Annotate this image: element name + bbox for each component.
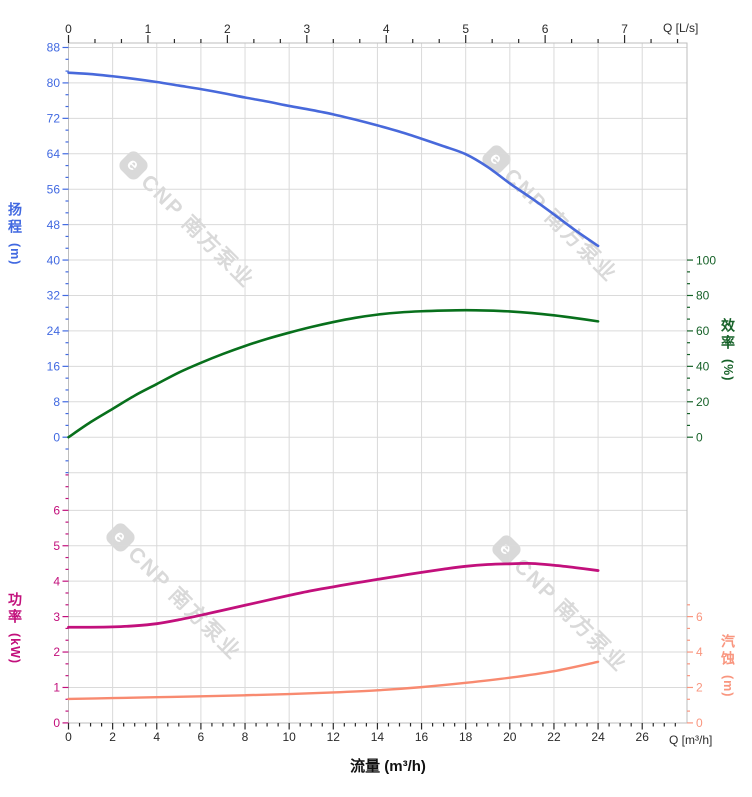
npsh-axis-title: 汽蚀 (m) (718, 634, 738, 697)
svg-text:32: 32 (47, 289, 61, 303)
npsh-axis-ticks (687, 604, 693, 724)
power-axis-unit: (kW) (8, 633, 22, 665)
svg-text:3: 3 (53, 610, 60, 624)
svg-text:56: 56 (47, 182, 61, 196)
head-axis-title-text: 扬程 (7, 202, 23, 236)
svg-text:14: 14 (371, 730, 385, 744)
svg-text:12: 12 (327, 730, 341, 744)
svg-text:0: 0 (65, 730, 72, 744)
top-axis-tick-labels: 0 1 2 3 4 5 6 7 (65, 22, 628, 36)
svg-text:2: 2 (53, 645, 60, 659)
svg-text:24: 24 (591, 730, 605, 744)
svg-text:48: 48 (47, 218, 61, 232)
svg-text:4: 4 (383, 22, 390, 36)
svg-text:2: 2 (224, 22, 231, 36)
svg-text:20: 20 (503, 730, 517, 744)
svg-text:80: 80 (696, 289, 710, 303)
head-axis-ticks (62, 46, 69, 474)
svg-text:4: 4 (153, 730, 160, 744)
svg-text:1: 1 (145, 22, 152, 36)
svg-text:40: 40 (47, 253, 61, 267)
bottom-axis-unit-label: Q [m³/h] (669, 733, 713, 747)
series-lower-left (67, 561, 600, 629)
svg-text:6: 6 (696, 610, 703, 624)
svg-text:24: 24 (47, 324, 61, 338)
npsh-axis-tick-labels: 0 2 4 6 (696, 610, 703, 730)
power-axis-ticks (62, 474, 69, 724)
svg-text:2: 2 (109, 730, 116, 744)
npsh-axis-title-text: 汽蚀 (720, 634, 736, 668)
power-axis-title: 功率 (kW) (5, 592, 25, 664)
svg-text:16: 16 (415, 730, 429, 744)
gridlines (68, 43, 687, 723)
svg-text:0: 0 (53, 430, 60, 444)
series-upper-right (67, 308, 600, 439)
svg-text:88: 88 (47, 41, 61, 55)
svg-text:6: 6 (542, 22, 549, 36)
svg-text:0: 0 (696, 430, 703, 444)
svg-text:16: 16 (47, 360, 61, 374)
svg-text:22: 22 (547, 730, 561, 744)
svg-text:80: 80 (47, 76, 61, 90)
efficiency-axis-title-text: 效率 (720, 318, 736, 352)
head-axis-tick-labels: 0 8 16 24 32 40 48 56 64 72 80 88 (47, 41, 61, 445)
head-axis-unit: (m) (8, 243, 22, 266)
efficiency-axis-title: 效率 (%) (718, 318, 738, 381)
svg-text:100: 100 (696, 253, 716, 267)
svg-text:10: 10 (282, 730, 296, 744)
top-axis-unit-label: Q [L/s] (663, 21, 699, 35)
svg-text:40: 40 (696, 360, 710, 374)
efficiency-axis-ticks (687, 259, 693, 438)
x-axis-title: 流量 (m³/h) (350, 758, 426, 775)
svg-text:1: 1 (53, 681, 60, 695)
svg-text:0: 0 (53, 716, 60, 730)
top-axis-ticks (67, 35, 679, 43)
svg-text:2: 2 (696, 681, 703, 695)
efficiency-axis-unit: (%) (721, 359, 735, 382)
svg-text:4: 4 (696, 645, 703, 659)
svg-text:60: 60 (696, 324, 710, 338)
svg-text:26: 26 (636, 730, 650, 744)
svg-text:8: 8 (242, 730, 249, 744)
svg-text:18: 18 (459, 730, 473, 744)
series-upper-left (67, 71, 600, 248)
power-axis-tick-labels: 0 1 2 3 4 5 6 (53, 504, 60, 731)
head-axis-title: 扬程 (m) (5, 202, 25, 265)
svg-text:8: 8 (53, 395, 60, 409)
svg-text:3: 3 (303, 22, 310, 36)
svg-text:5: 5 (462, 22, 469, 36)
svg-text:20: 20 (696, 395, 710, 409)
efficiency-axis-tick-labels: 0 20 40 60 80 100 (696, 253, 716, 444)
series-lower-right (67, 660, 600, 701)
power-axis-title-text: 功率 (7, 592, 23, 626)
svg-text:6: 6 (53, 504, 60, 518)
svg-text:0: 0 (696, 716, 703, 730)
npsh-axis-unit: (m) (721, 675, 735, 698)
svg-text:72: 72 (47, 112, 61, 126)
bottom-axis-tick-labels: 0 2 4 6 8 10 12 14 16 18 20 22 24 26 (65, 730, 649, 744)
svg-text:64: 64 (47, 147, 61, 161)
bottom-axis-ticks (67, 723, 676, 730)
svg-text:6: 6 (198, 730, 205, 744)
svg-text:5: 5 (53, 539, 60, 553)
svg-text:0: 0 (65, 22, 72, 36)
svg-text:4: 4 (53, 574, 60, 588)
svg-text:7: 7 (621, 22, 628, 36)
